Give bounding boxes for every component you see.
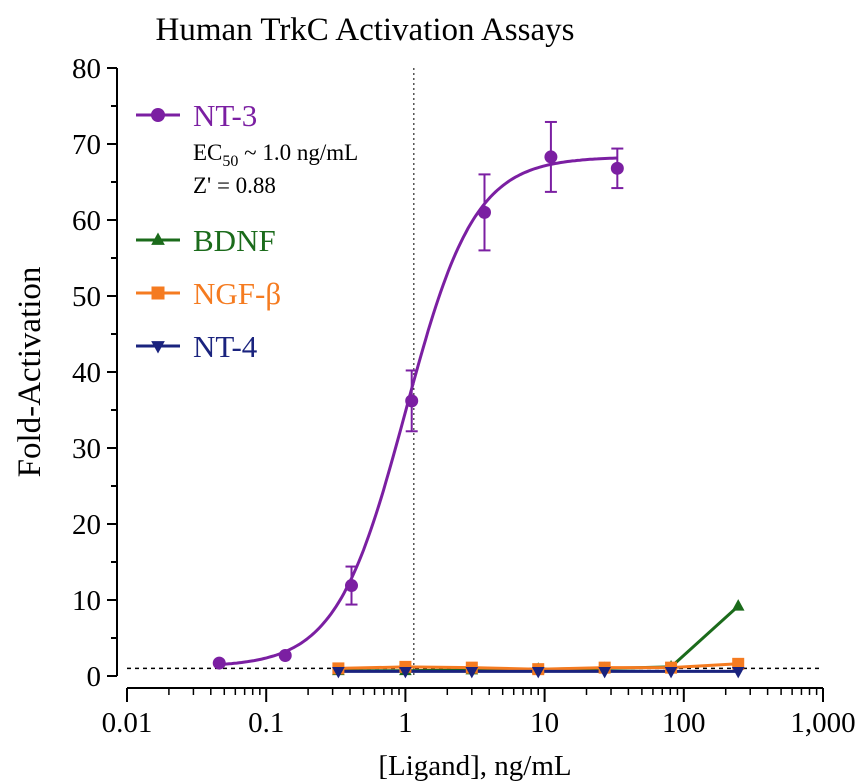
y-tick-label: 20 (72, 509, 101, 541)
data-point (544, 150, 558, 164)
data-point (212, 656, 226, 670)
legend-label: BDNF (193, 223, 276, 258)
data-point (344, 579, 358, 593)
data-point (531, 666, 545, 679)
y-tick-label: 30 (72, 433, 101, 465)
y-tick-label: 60 (72, 205, 101, 237)
ec50-annotation: EC50 ~ 1.0 ng/mL (193, 140, 358, 170)
x-tick-label: 100 (662, 707, 706, 739)
x-axis-label: [Ligand], ng/mL (378, 750, 571, 782)
data-point (664, 666, 678, 679)
x-tick-label: 10 (530, 707, 559, 739)
data-point (332, 666, 345, 679)
series-curve (219, 156, 618, 667)
y-tick-label: 50 (72, 281, 101, 313)
data-point (732, 657, 745, 670)
data-point (731, 599, 745, 611)
x-tick-label: 1 (398, 707, 413, 739)
legend-label: NGF-β (193, 276, 281, 311)
plot-area: 0 10 20 30 40 50 60 70 80 0.01 0.1 1 10 100 1,000 NT-3 B… (72, 53, 856, 739)
chart-title: Human TrkC Activation Assays (156, 12, 575, 48)
legend-label: NT-3 (193, 98, 257, 133)
y-axis-label: Fold-Activation (12, 267, 48, 478)
data-point (731, 666, 745, 679)
data-point (399, 666, 412, 679)
zprime-annotation: Z' = 0.88 (193, 173, 276, 198)
data-point (278, 648, 292, 662)
data-point (405, 394, 419, 408)
data-point (598, 666, 611, 679)
legend-marker (151, 286, 165, 300)
x-tick-label: 0.1 (248, 707, 284, 739)
data-point (610, 161, 624, 175)
y-tick-label: 70 (72, 129, 101, 161)
y-tick-label: 0 (87, 661, 102, 693)
x-tick-label: 1,000 (790, 707, 855, 739)
data-point (477, 205, 491, 219)
data-point (465, 666, 479, 679)
y-tick-label: 80 (72, 53, 101, 85)
ec50-subscript: 50 (222, 153, 238, 170)
legend-marker (151, 232, 165, 245)
legend-marker (151, 108, 165, 122)
legend-marker (151, 341, 165, 354)
y-tick-label: 40 (72, 357, 101, 389)
series-curve (338, 604, 740, 673)
x-tick-label: 0.01 (102, 707, 153, 739)
y-tick-label: 10 (72, 585, 101, 617)
legend-label: NT-4 (193, 329, 258, 364)
